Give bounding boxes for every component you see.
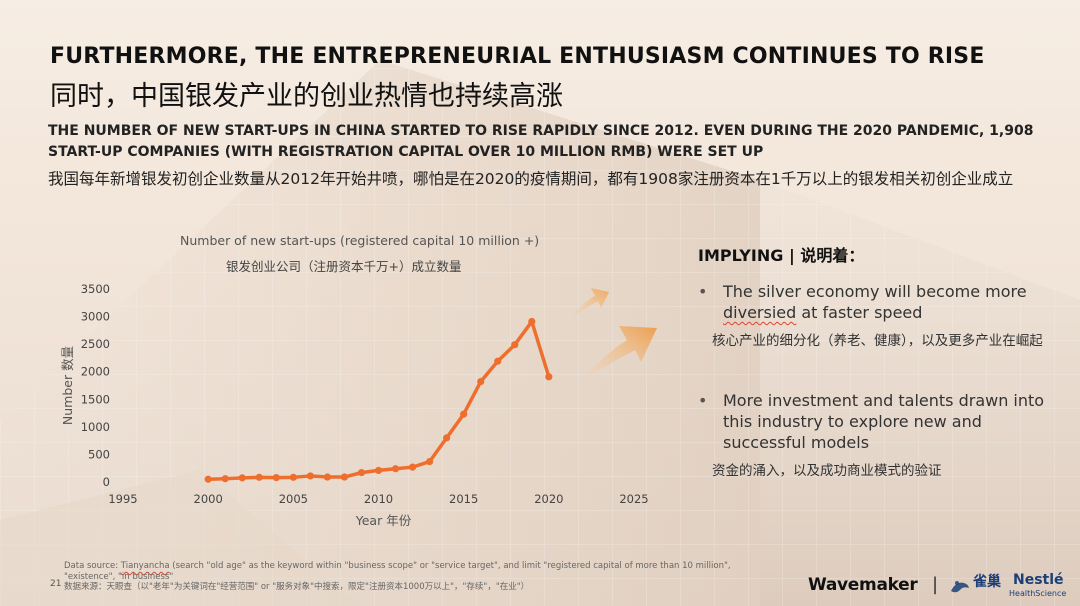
y-tick-label: 3500 xyxy=(81,282,110,296)
bullet-1-marker: • xyxy=(698,282,708,301)
data-source-zh: 数据来源：天眼查（以"老年"为关键词在"经营范围" or "服务对象"中搜索，限… xyxy=(64,582,530,592)
y-axis-label: Number 数量 xyxy=(60,346,75,425)
bullet-2-marker: • xyxy=(698,391,708,410)
series-layer xyxy=(204,317,553,483)
x-tick-label: 2020 xyxy=(534,492,563,506)
health-science-logo: HealthScience xyxy=(1009,589,1067,598)
bullet-1-text-b: at faster speed xyxy=(796,303,923,322)
nestle-bird-icon xyxy=(951,581,969,593)
data-point xyxy=(443,434,451,442)
data-point xyxy=(238,474,246,482)
subtitle-en: THE NUMBER OF NEW START-UPS IN CHINA STA… xyxy=(48,123,1034,160)
data-point xyxy=(340,473,349,481)
x-tick-label: 2015 xyxy=(449,492,478,506)
wavemaker-logo: Wavemaker xyxy=(808,575,918,595)
data-point xyxy=(426,457,434,466)
bullet-1-text: The silver economy will become more dive… xyxy=(723,281,1058,323)
y-axis-ticks: 0 500 1000 1500 2000 2500 3000 3500 xyxy=(81,282,110,489)
data-point xyxy=(306,472,314,480)
data-source-en-wavy: Tianyancha xyxy=(120,561,170,571)
data-point xyxy=(255,473,263,481)
data-point xyxy=(528,317,536,326)
x-axis-label: Year 年份 xyxy=(355,513,412,528)
data-source-en-b: (search "old age" as the keyword within … xyxy=(64,561,731,582)
subtitle-zh: 我国每年新增银发初创企业数量从2012年开始井喷，哪怕是在2020的疫情期间，都… xyxy=(48,170,1014,188)
x-tick-label: 2025 xyxy=(619,492,648,506)
data-point xyxy=(357,469,366,477)
bullet-1-text-wavy: diversied xyxy=(723,303,797,322)
x-axis-ticks: 1995 2000 2005 2010 2015 2020 2025 xyxy=(108,492,648,506)
data-source-note: Data source: Tianyancha (search "old age… xyxy=(64,561,744,593)
data-point xyxy=(391,465,400,473)
quechao-logo: 雀巢 xyxy=(973,574,1001,590)
implying-heading: IMPLYING | 说明着： xyxy=(698,246,865,265)
y-tick-label: 1000 xyxy=(81,420,110,434)
data-point xyxy=(477,378,485,386)
growth-arrows-icon xyxy=(569,288,657,382)
y-tick-label: 2000 xyxy=(81,365,110,379)
bullet-2-text: More investment and talents drawn into t… xyxy=(723,391,1045,452)
series-line xyxy=(206,319,551,481)
data-source-en-a: Data source: xyxy=(64,561,121,571)
line-chart: 0 500 1000 1500 2000 2500 3000 3500 1995 2000 200… xyxy=(60,282,649,528)
x-tick-label: 2005 xyxy=(279,492,308,506)
y-tick-label: 2500 xyxy=(81,337,110,351)
x-tick-label: 1995 xyxy=(108,492,137,506)
data-point xyxy=(494,357,502,365)
x-tick-label: 2010 xyxy=(364,492,393,506)
slide-title-zh: 同时，中国银发产业的创业热情也持续高涨 xyxy=(50,81,563,112)
x-tick-label: 2000 xyxy=(194,492,223,506)
page-number: 21 xyxy=(50,579,62,589)
data-point xyxy=(374,466,383,475)
bullet-1-zh: 核心产业的细分化（养老、健康），以及更多产业在崛起 xyxy=(712,333,1043,349)
y-tick-label: 1500 xyxy=(81,392,110,406)
slide-title-en: FURTHERMORE, THE ENTREPRENEURIAL ENTHUSI… xyxy=(50,44,985,69)
data-point xyxy=(289,473,297,481)
chart-title: Number of new start-ups (registered capi… xyxy=(180,233,540,248)
data-point xyxy=(511,341,519,349)
data-point xyxy=(545,373,553,381)
y-tick-label: 0 xyxy=(103,475,110,489)
bullet-1-text-a: The silver economy will become more xyxy=(723,282,1027,301)
data-point xyxy=(323,473,331,481)
logo-separator: | xyxy=(932,574,939,595)
data-point xyxy=(221,475,229,483)
nestle-logo: Nestlé xyxy=(1013,572,1064,588)
y-tick-label: 500 xyxy=(88,447,110,461)
bullet-2-zh: 资金的涌入，以及成功商业模式的验证 xyxy=(712,463,942,479)
y-tick-label: 3000 xyxy=(81,310,110,324)
data-point xyxy=(460,410,468,418)
data-point xyxy=(272,473,280,482)
chart-subtitle: 银发创业公司（注册资本千万+）成立数量 xyxy=(226,259,462,274)
data-source-en: Data source: Tianyancha (search "old age… xyxy=(64,561,744,582)
data-point xyxy=(408,463,417,471)
data-point xyxy=(204,475,212,483)
